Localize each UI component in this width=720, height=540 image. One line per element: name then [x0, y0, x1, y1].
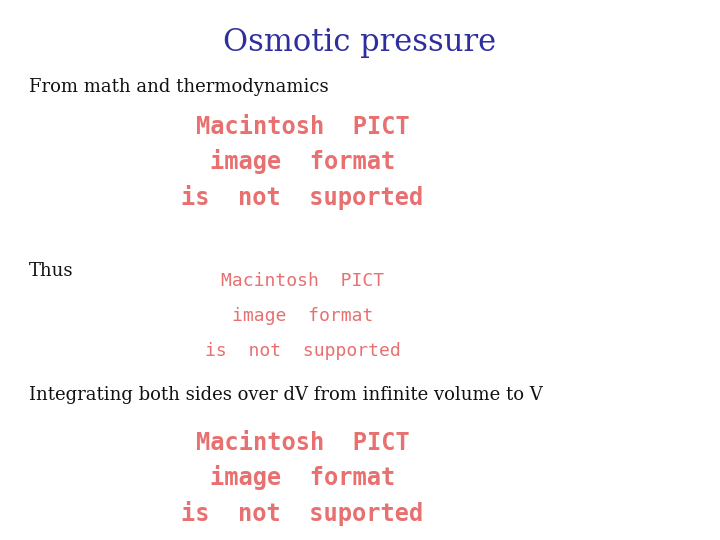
Text: image  format: image format — [210, 150, 395, 174]
Text: is  not  suported: is not suported — [181, 501, 423, 525]
Text: Macintosh  PICT: Macintosh PICT — [196, 115, 409, 139]
Text: From math and thermodynamics: From math and thermodynamics — [29, 78, 328, 96]
Text: Macintosh  PICT: Macintosh PICT — [196, 431, 409, 455]
Text: is  not  supported: is not supported — [204, 342, 400, 360]
Text: is  not  suported: is not suported — [181, 185, 423, 210]
Text: Integrating both sides over dV from infinite volume to V: Integrating both sides over dV from infi… — [29, 386, 543, 404]
Text: Macintosh  PICT: Macintosh PICT — [221, 272, 384, 290]
Text: Thus: Thus — [29, 262, 73, 280]
Text: Osmotic pressure: Osmotic pressure — [223, 27, 497, 58]
Text: image  format: image format — [210, 465, 395, 490]
Text: image  format: image format — [232, 307, 373, 325]
